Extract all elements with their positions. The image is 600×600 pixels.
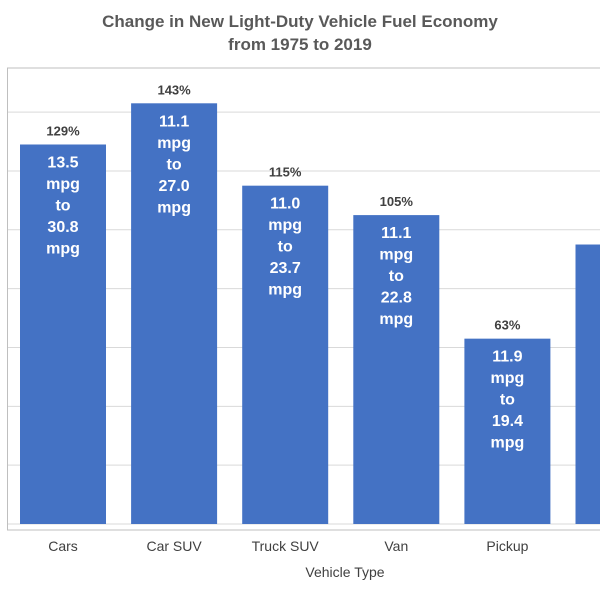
data-label: 129% [46,123,80,138]
x-tick-label: Car SUV [146,538,202,554]
bar [575,244,600,525]
bar [464,338,551,524]
data-label: 63% [494,318,520,333]
x-tick-label: Cars [48,538,78,554]
x-tick-label: Van [384,538,408,554]
bar [353,215,440,524]
x-tick-label: Pickup [486,538,528,554]
bar-inner-label: 22.8 [381,290,412,307]
x-axis-title: Vehicle Type [305,564,385,580]
data-label: 143% [157,82,191,97]
bar-inner-label: mpg [268,217,302,234]
bar-inner-label: 30.8 [47,219,78,236]
chart-title-line-2: from 1975 to 2019 [228,35,372,54]
x-tick-label: Truck SUV [252,538,320,554]
bar [20,144,106,524]
chart-title: Change in New Light-Duty Vehicle Fuel Ec… [0,10,600,56]
bar-inner-label: 13.5 [47,154,78,171]
bar-inner-label: mpg [379,311,413,328]
bar-inner-label: 11.9 [492,349,522,366]
bar-inner-label: to [500,392,515,409]
chart-title-line-1: Change in New Light-Duty Vehicle Fuel Ec… [102,12,498,31]
bar-inner-label: to [389,268,404,285]
bar-inner-label: mpg [157,199,191,216]
bar-inner-label: mpg [46,240,80,257]
data-label: 105% [380,194,414,209]
bar-inner-label: 23.7 [270,260,301,277]
bar-inner-label: to [167,156,182,173]
bar-inner-label: mpg [46,176,80,193]
bar [131,103,218,524]
bar-inner-label: 11.0 [270,196,300,213]
bar-inner-label: 19.4 [492,413,523,430]
bar [242,185,329,524]
bar-inner-label: 27.0 [159,178,190,195]
bar-inner-label: 11.1 [159,113,189,130]
plot-area-border [7,67,600,531]
bar-inner-label: 11.1 [381,225,411,242]
bar-inner-label: mpg [491,435,525,452]
bar-inner-label: mpg [491,370,525,387]
bar-inner-label: mpg [379,247,413,264]
bar-inner-label: to [55,197,70,214]
data-label: 115% [269,165,302,180]
bar-inner-label: mpg [268,282,302,299]
bar-inner-label: mpg [157,135,191,152]
bar-inner-label: to [278,239,293,256]
